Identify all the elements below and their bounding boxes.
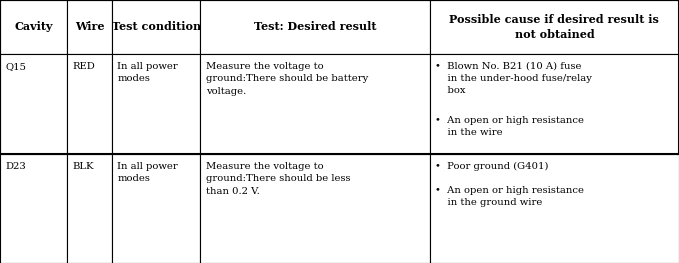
Bar xyxy=(430,0,679,54)
Bar xyxy=(0,0,679,154)
Text: D23: D23 xyxy=(5,162,26,171)
Text: Q15: Q15 xyxy=(5,62,26,71)
Bar xyxy=(67,54,112,154)
Bar xyxy=(112,154,200,263)
Text: Cavity: Cavity xyxy=(14,22,53,32)
Bar xyxy=(200,54,430,154)
Bar xyxy=(0,0,67,54)
Text: •  An open or high resistance
    in the wire: • An open or high resistance in the wire xyxy=(435,116,584,137)
Text: Test condition: Test condition xyxy=(111,22,201,32)
Text: Measure the voltage to
ground:There should be battery
voltage.: Measure the voltage to ground:There shou… xyxy=(206,62,368,96)
Text: Possible cause if desired result is
not obtained: Possible cause if desired result is not … xyxy=(449,14,659,40)
Bar xyxy=(200,154,430,263)
Bar xyxy=(112,0,200,54)
Bar xyxy=(0,54,67,154)
Text: •  An open or high resistance
    in the ground wire: • An open or high resistance in the grou… xyxy=(435,186,584,207)
Text: Test: Desired result: Test: Desired result xyxy=(254,22,376,32)
Text: In all power
modes: In all power modes xyxy=(117,162,178,183)
Bar xyxy=(0,154,67,263)
Text: RED: RED xyxy=(73,62,96,71)
Bar xyxy=(430,54,679,154)
Text: •  Poor ground (G401): • Poor ground (G401) xyxy=(435,162,549,171)
Bar xyxy=(67,154,112,263)
Bar xyxy=(67,0,112,54)
Text: BLK: BLK xyxy=(73,162,94,171)
Bar xyxy=(200,0,430,54)
Bar xyxy=(112,54,200,154)
Text: Measure the voltage to
ground:There should be less
than 0.2 V.: Measure the voltage to ground:There shou… xyxy=(206,162,350,196)
Text: Wire: Wire xyxy=(75,22,105,32)
Text: •  Blown No. B21 (10 A) fuse
    in the under-hood fuse/relay
    box: • Blown No. B21 (10 A) fuse in the under… xyxy=(435,62,592,95)
Bar xyxy=(430,154,679,263)
Text: In all power
modes: In all power modes xyxy=(117,62,178,83)
